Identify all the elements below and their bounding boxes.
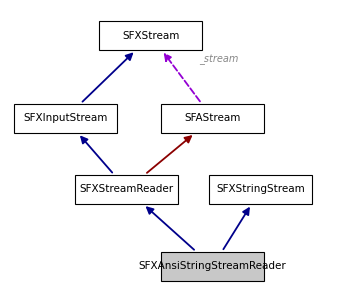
Text: SFXStreamReader: SFXStreamReader [80, 184, 174, 194]
Text: SFXAnsiStringStreamReader: SFXAnsiStringStreamReader [139, 261, 286, 271]
FancyBboxPatch shape [99, 21, 202, 50]
FancyBboxPatch shape [161, 104, 264, 133]
FancyBboxPatch shape [209, 175, 312, 204]
Text: SFXStream: SFXStream [122, 30, 180, 41]
FancyBboxPatch shape [75, 175, 178, 204]
FancyBboxPatch shape [14, 104, 117, 133]
Text: SFXStringStream: SFXStringStream [216, 184, 305, 194]
Text: SFAStream: SFAStream [185, 113, 241, 123]
Text: _stream: _stream [199, 55, 238, 65]
FancyBboxPatch shape [161, 252, 264, 281]
Text: SFXInputStream: SFXInputStream [23, 113, 107, 123]
